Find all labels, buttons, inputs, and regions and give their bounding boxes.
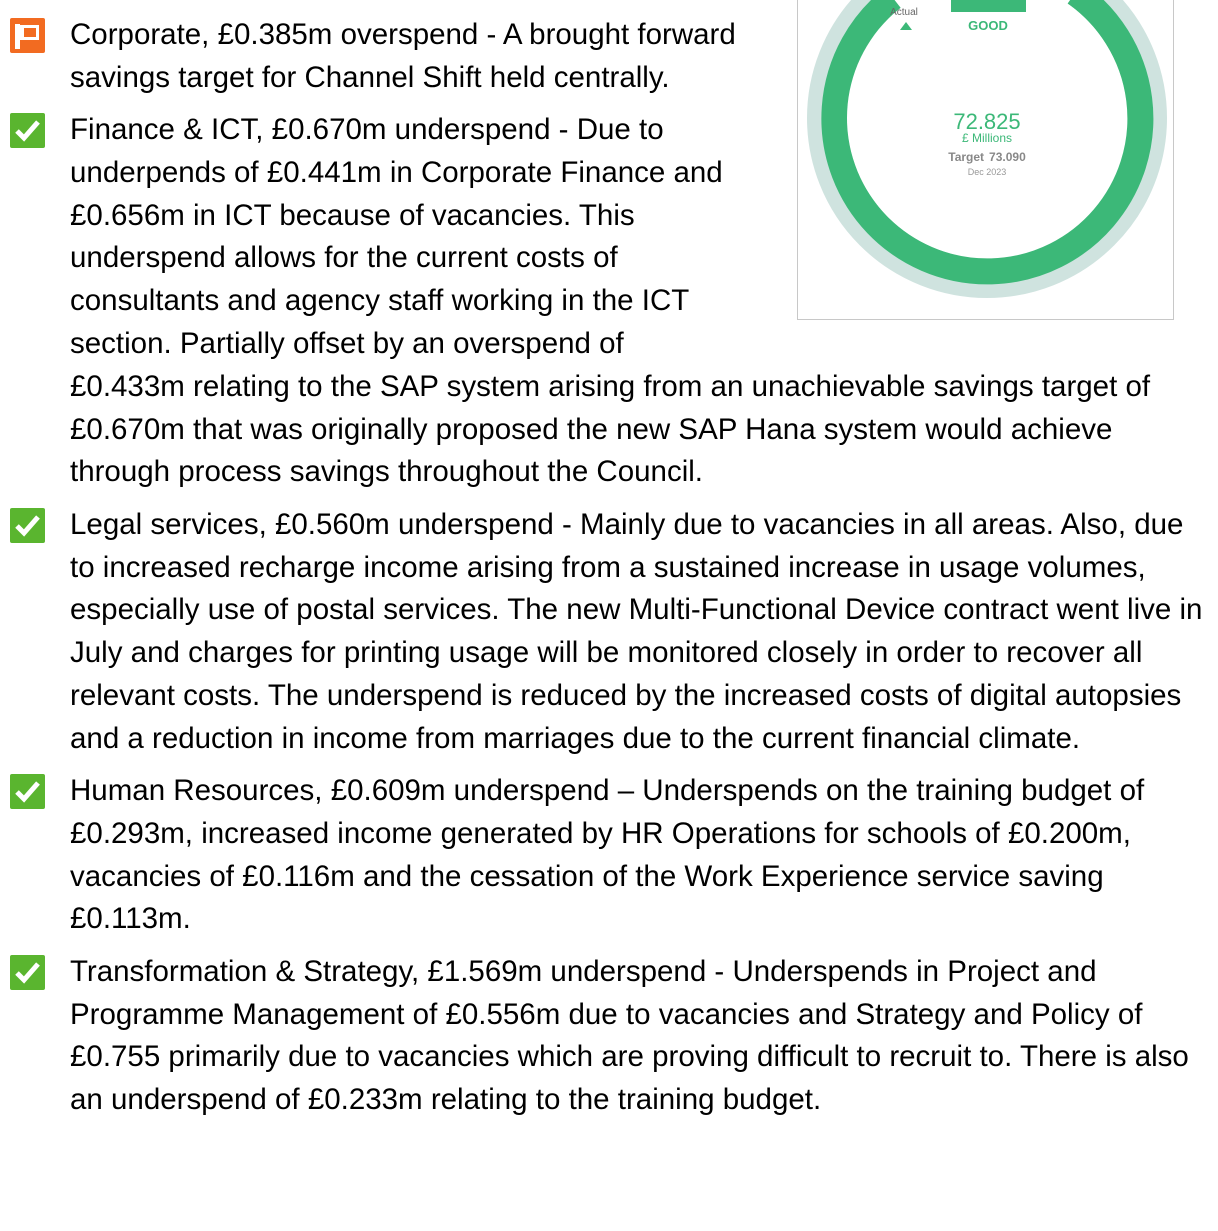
status: GOOD <box>968 18 1008 33</box>
check-icon <box>10 113 45 149</box>
list-item: Transformation & Strategy, £1.569m under… <box>10 951 1212 1122</box>
target-label: Target <box>948 150 984 164</box>
list-item: Corporate, £0.385m overspend - A brought… <box>10 14 1212 100</box>
gauge-target: Target 73.090 <box>948 150 1026 164</box>
document: Actual GOOD 72.825 £ Millions Target 73.0… <box>10 0 1212 1122</box>
item-text: Transformation & Strategy, £1.569m under… <box>70 954 1189 1117</box>
check-icon <box>10 507 45 543</box>
status-bar <box>951 0 1026 12</box>
actual-pointer <box>900 22 912 30</box>
gauge-arc <box>821 0 1154 285</box>
gauge: Actual GOOD 72.825 £ Millions Target 73.0… <box>807 0 1167 298</box>
list-item: Human Resources, £0.609m underspend – Un… <box>10 770 1212 941</box>
gauge-unit: £ Millions <box>962 131 1012 145</box>
item-text: Human Resources, £0.609m underspend – Un… <box>70 774 1145 936</box>
gauge-widget: Actual GOOD 72.825 £ Millions Target 73.0… <box>797 0 1174 320</box>
item-text: Legal services, £0.560m underspend - Mai… <box>70 507 1203 755</box>
gauge-period: Dec 2023 <box>968 167 1007 177</box>
check-icon <box>10 774 45 810</box>
check-icon <box>10 954 45 990</box>
actual-label: Actual <box>890 7 918 18</box>
list-item: Legal services, £0.560m underspend - Mai… <box>10 504 1212 761</box>
item-text: Corporate, £0.385m overspend - A brought… <box>70 18 736 94</box>
item-text: Finance & ICT, £0.670m underspend - Due … <box>70 113 1151 489</box>
gauge-face <box>847 0 1127 258</box>
target-value: 73.090 <box>989 150 1026 164</box>
list-item: Finance & ICT, £0.670m underspend - Due … <box>10 109 1212 494</box>
gauge-value: 72.825 <box>953 109 1020 134</box>
flag-icon <box>10 18 45 53</box>
